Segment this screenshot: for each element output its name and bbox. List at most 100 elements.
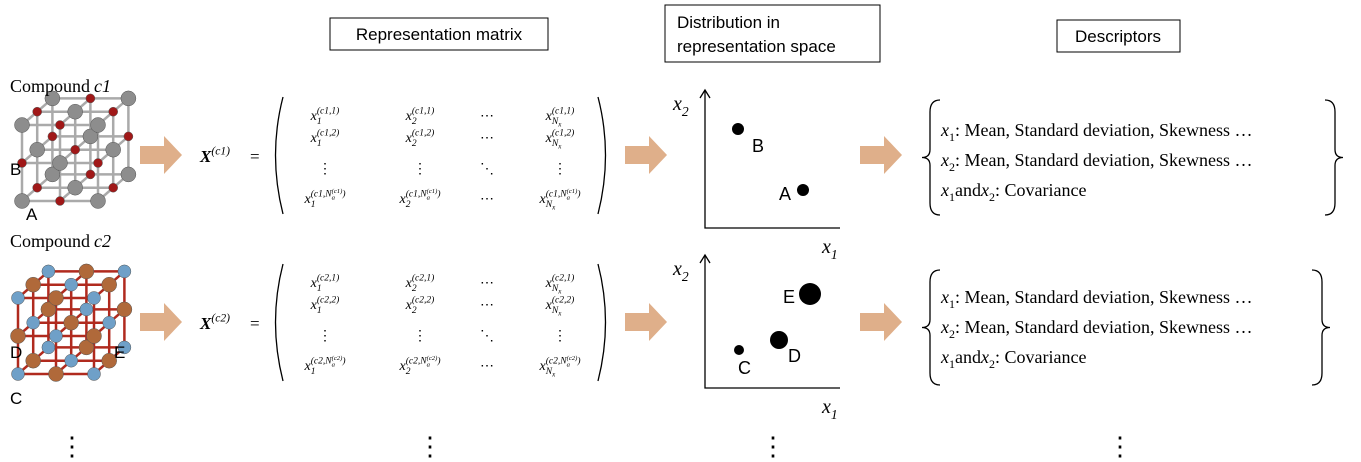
math-text: (c2,2)	[552, 295, 574, 306]
point-label: B	[752, 136, 764, 156]
math-text: x	[405, 131, 413, 146]
atom	[70, 144, 80, 155]
arrow	[140, 136, 182, 174]
matrix-entry: ⋯	[480, 298, 494, 313]
math-text: =	[250, 147, 260, 166]
ellipsis: ⋮	[417, 432, 443, 461]
matrix-entry: ⋯	[480, 192, 494, 207]
matrix-entry: x 1(c2,N a(c2))	[304, 355, 346, 377]
matrix-entry: x 2(c1,1)	[405, 106, 435, 128]
math-text: (c1,2)	[412, 128, 434, 139]
math-text: x	[980, 180, 989, 200]
math-text: N	[551, 306, 559, 316]
math-text: ⋯	[480, 109, 494, 124]
math-text: and	[955, 347, 981, 367]
atom	[108, 182, 118, 193]
atom	[25, 276, 41, 293]
matrix-entry: ⋱	[480, 162, 494, 177]
point-label: C	[738, 358, 751, 378]
axis-head	[699, 88, 711, 99]
atom	[101, 276, 117, 293]
math-text: Compound	[10, 231, 90, 251]
point	[797, 184, 809, 196]
math-text: ⋮	[553, 162, 567, 177]
math-text: c1	[94, 76, 111, 96]
math-text: x	[304, 359, 312, 374]
math-text: (c1,1)	[412, 106, 434, 117]
atom	[44, 90, 61, 107]
math-text: 2	[682, 104, 689, 119]
atom	[85, 169, 96, 180]
arrow	[860, 136, 902, 174]
point-label: D	[788, 346, 801, 366]
math-text: ⋯	[480, 131, 494, 146]
atom	[52, 155, 68, 171]
atom	[78, 339, 95, 356]
brace	[1311, 269, 1331, 386]
math-text: x	[405, 276, 413, 291]
math-text: (c2,N	[311, 356, 333, 367]
math-text: (c2)	[211, 311, 230, 324]
math-text: x	[980, 347, 989, 367]
math-text: ⋯	[480, 276, 494, 291]
math-text: x	[821, 396, 831, 418]
matrix-entry: x 1(c1,N a(c1))	[304, 188, 346, 210]
math-text: (c1,N	[311, 189, 333, 200]
math-text: 1	[317, 139, 322, 149]
math-text: )	[341, 356, 345, 367]
math-text: 2	[412, 117, 417, 127]
math-text: c2	[94, 231, 111, 251]
descriptors-header-box	[1056, 19, 1181, 53]
atom	[116, 301, 133, 318]
point	[799, 283, 821, 305]
math-text: 1	[317, 284, 322, 294]
math-text: x	[539, 192, 547, 207]
math-text: 1	[311, 367, 316, 377]
atom	[49, 329, 63, 343]
axis	[704, 90, 840, 229]
distribution-header: representation space	[677, 37, 836, 56]
atom	[11, 291, 25, 305]
atom	[14, 117, 30, 133]
atom	[79, 302, 94, 317]
atom	[117, 340, 132, 355]
distribution-header-box	[664, 4, 881, 63]
point	[732, 123, 744, 135]
atom	[101, 352, 117, 369]
math-text: x	[557, 142, 562, 150]
matrix-entry: x 1(c2,1)	[310, 273, 340, 295]
math-text: (c2,2)	[412, 295, 434, 306]
matrix-entry: ⋯	[480, 359, 494, 374]
matrix-entry: ⋮	[318, 329, 332, 344]
atom-label: C	[10, 389, 22, 408]
matrix-entry: ⋮	[413, 329, 427, 344]
atom	[87, 291, 101, 305]
math-text: 2	[406, 367, 411, 377]
descriptors-header: Descriptors	[1075, 27, 1161, 46]
math-text: x	[940, 347, 949, 367]
math-text: x	[940, 120, 949, 140]
math-text: x	[310, 298, 318, 313]
matrix-entry: ⋮	[553, 162, 567, 177]
math-text: x	[545, 298, 553, 313]
math-text: a	[332, 195, 336, 202]
math-text: x	[557, 120, 562, 128]
atom-label: B	[10, 160, 21, 179]
math-text: : Mean, Standard deviation, Skewness …	[955, 317, 1252, 337]
math-text: (c1,1)	[317, 106, 339, 117]
math-text: a	[427, 195, 431, 202]
ellipsis: ⋮	[59, 432, 85, 461]
math-text: (c1,N	[406, 189, 428, 200]
math-text: x	[399, 192, 407, 207]
math-text: x	[304, 192, 312, 207]
math-text: (c1)	[332, 188, 343, 195]
math-text: x	[405, 109, 413, 124]
matrix-entry: x 2(c1,N a(c1))	[399, 188, 441, 210]
math-text: 1	[317, 117, 322, 127]
math-text: x	[310, 109, 318, 124]
